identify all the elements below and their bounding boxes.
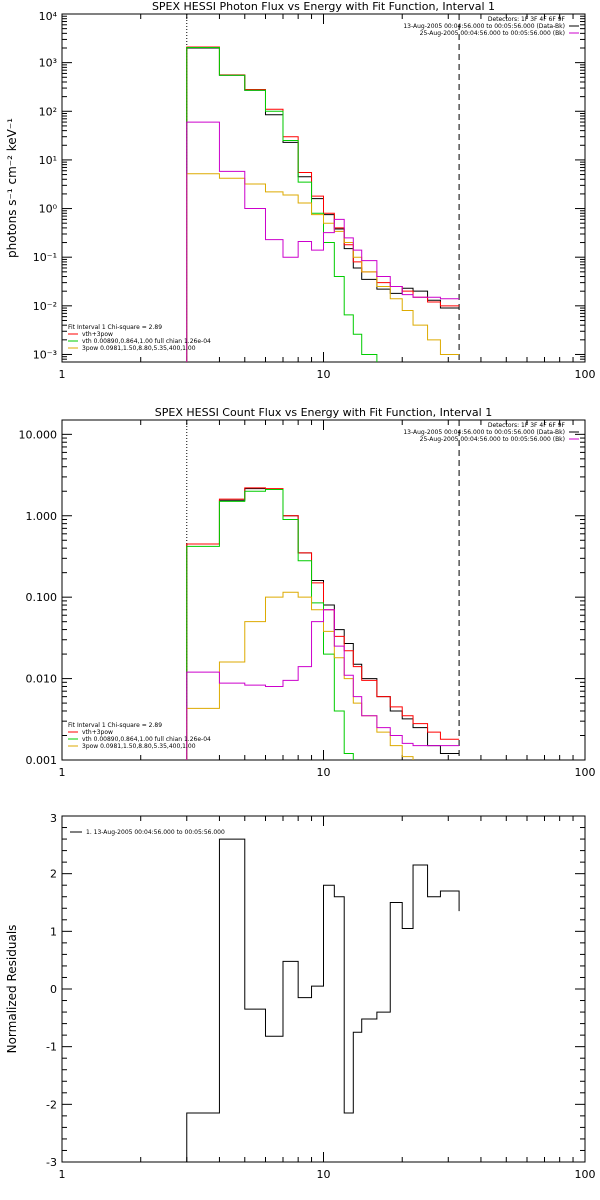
y-tick-label: 10⁻¹	[33, 251, 57, 264]
legend-right-entry: 13-Aug-2005 00:04:56.000 to 00:05:56.000…	[403, 429, 565, 436]
y-tick-label: 10⁴	[39, 10, 58, 23]
y-tick-label: 1.000	[26, 510, 58, 523]
legend-right-entry: 25-Aug-2005 00:04:56.000 to 00:05:56.000…	[420, 436, 565, 443]
y-tick-label: 10.000	[19, 428, 58, 441]
panel-1: SPEX HESSI Photon Flux vs Energy with Fi…	[5, 0, 596, 381]
x-tick-label: 1	[59, 766, 66, 779]
legend-left-entry: vth 0.00890,0.864,1.00 full chian 1.26e-…	[82, 338, 211, 345]
plot-area	[186, 838, 460, 1162]
x-tick-label: 10	[317, 1168, 331, 1181]
x-tick-label: 1	[59, 1168, 66, 1181]
panel-3: Normalized Residuals 1 10 100 -3 -2 -1 0 1 2 3 1. 1…	[5, 812, 596, 1181]
legend-left-entry: vth+3pow	[82, 729, 113, 736]
series-step-line	[186, 488, 460, 760]
y-axis-label: photons s⁻¹ cm⁻² keV⁻¹	[5, 118, 19, 258]
y-tick-label: 10¹	[39, 154, 57, 167]
series-step-line	[186, 46, 460, 362]
y-tick-label: 10⁻³	[33, 348, 57, 361]
panel-2: SPEX HESSI Count Flux vs Energy with Fit…	[19, 406, 596, 779]
y-tick-label: 10⁻²	[33, 300, 57, 313]
series-step-line	[186, 487, 460, 760]
x-tick-label: 1	[59, 368, 66, 381]
y-tick-label: 2	[50, 868, 57, 881]
legend-left-entry: Fit Interval 1 Chi-square = 2.89	[68, 324, 162, 331]
y-tick-label: 0	[50, 983, 57, 996]
legend-left-entry: vth 0.00890,0.864,1.00 full chian 1.26e-…	[82, 736, 211, 743]
legend-right-entry: 25-Aug-2005 00:04:56.000 to 00:05:56.000…	[420, 30, 565, 37]
y-tick-label: 0.100	[26, 591, 58, 604]
y-tick-label: 3	[50, 812, 57, 825]
y-tick-label: 0.001	[26, 754, 58, 767]
y-tick-label: 10²	[39, 105, 57, 118]
legend-right-entry: Detectors: 1F 3F 4F 6F 9F	[488, 422, 566, 429]
chart-title: SPEX HESSI Count Flux vs Energy with Fit…	[155, 406, 492, 419]
series-step-line	[186, 609, 460, 760]
y-tick-label: -2	[46, 1098, 57, 1111]
legend-left-entry: 3pow 0.0981,1.50,8.80,5.35,400,1.00	[82, 345, 196, 352]
y-tick-label: 1	[50, 925, 57, 938]
legend-right-entry: 13-Aug-2005 00:04:56.000 to 00:05:56.000…	[403, 23, 565, 30]
legend-left-entry: 3pow 0.0981,1.50,8.80,5.35,400,1.00	[82, 743, 196, 750]
series-step-line	[186, 47, 460, 362]
chart-title: SPEX HESSI Photon Flux vs Energy with Fi…	[152, 0, 495, 13]
x-tick-label: 100	[575, 368, 596, 381]
x-tick-label: 10	[317, 766, 331, 779]
y-tick-label: 10⁰	[39, 203, 58, 216]
y-tick-label: 0.010	[26, 673, 58, 686]
series-step-line	[186, 489, 354, 760]
plot-area	[186, 487, 460, 760]
series-step-line	[186, 838, 460, 1162]
series-step-line	[186, 46, 378, 362]
plot-frame	[61, 815, 586, 1163]
plot-frame	[61, 13, 586, 363]
series-step-line	[186, 173, 460, 362]
series-step-line	[186, 121, 460, 362]
legend-entry: 1. 13-Aug-2005 00:04:56.000 to 00:05:56.…	[86, 829, 225, 836]
x-tick-label: 10	[317, 368, 331, 381]
x-tick-label: 100	[575, 1168, 596, 1181]
plot-area	[186, 46, 460, 362]
y-tick-label: 10³	[39, 57, 57, 70]
y-tick-label: -3	[46, 1156, 57, 1169]
legend-right-entry: Detectors: 1F 3F 4F 6F 9F	[488, 16, 566, 23]
legend-left-entry: Fit Interval 1 Chi-square = 2.89	[68, 722, 162, 729]
x-tick-label: 100	[575, 766, 596, 779]
y-tick-label: -1	[46, 1041, 57, 1054]
series-step-line	[186, 591, 414, 760]
legend-left-entry: vth+3pow	[82, 331, 113, 338]
y-axis-label: Normalized Residuals	[5, 925, 19, 1054]
